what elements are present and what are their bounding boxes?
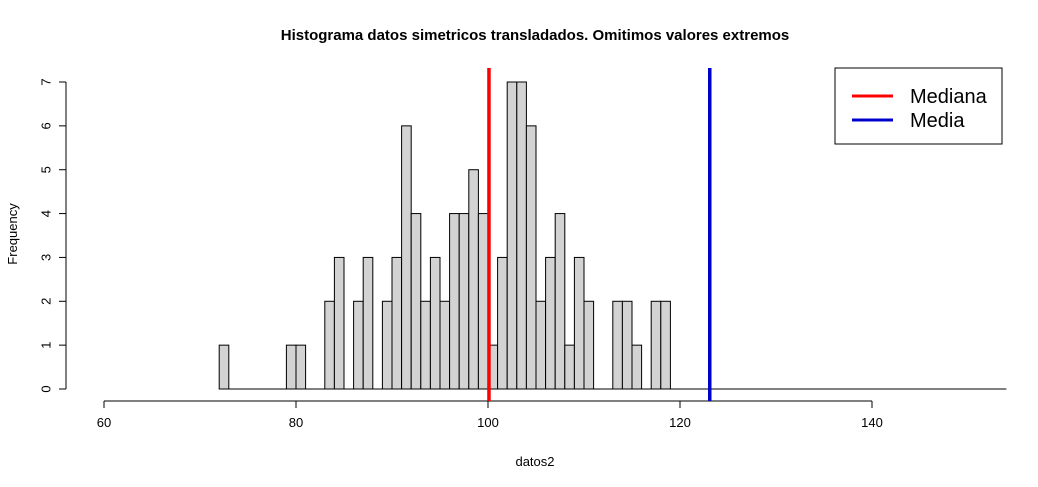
- x-axis: 60 80 100 120 140: [97, 400, 883, 430]
- histogram-bar-79: [285, 344, 297, 390]
- legend-label-mediana: Mediana: [910, 86, 988, 108]
- histogram-bar-93: [420, 300, 431, 390]
- bars-group: [218, 81, 1007, 390]
- histogram-bar-86: [353, 300, 364, 390]
- reference-lines: [487, 68, 712, 401]
- histogram-bar-91: [401, 125, 412, 390]
- legend-box: [834, 67, 1003, 145]
- histogram-bar-96: [449, 213, 460, 390]
- histogram-bar-113: [612, 300, 623, 390]
- y-tick-label-7: 7: [39, 78, 54, 85]
- y-tick-label-2: 2: [39, 298, 54, 305]
- histogram-bar-109: [573, 256, 585, 390]
- histogram-bar-89: [381, 300, 393, 390]
- y-tick-label-0: 0: [39, 385, 54, 392]
- histogram-bar-118: [660, 300, 671, 390]
- histogram-bar-83: [324, 300, 335, 390]
- y-tick-label-5: 5: [39, 166, 54, 173]
- histogram-bar-115: [631, 344, 643, 390]
- histogram-bar-107: [554, 213, 566, 390]
- x-tick-label-140: 140: [861, 415, 883, 430]
- histogram-bar-104: [525, 125, 537, 390]
- histogram-bar-110: [583, 300, 595, 390]
- legend: Mediana Media: [834, 67, 1003, 145]
- histogram-bar-105: [535, 300, 547, 390]
- histogram-bar-94: [429, 256, 441, 390]
- histogram-bar-90: [391, 256, 403, 390]
- x-tick-label-80: 80: [289, 415, 303, 430]
- histogram-bar-95: [439, 300, 451, 390]
- y-tick-label-6: 6: [39, 122, 54, 129]
- histogram-bar-80: [295, 344, 307, 390]
- histogram-bar-97: [458, 213, 470, 390]
- chart-title: Histograma datos simetricos transladados…: [281, 27, 790, 44]
- histogram-bar-103: [516, 81, 527, 390]
- histogram-bar-101: [497, 256, 508, 390]
- y-axis: 0 1 2 3 4 5 6 7: [39, 78, 67, 393]
- y-tick-label-3: 3: [39, 254, 54, 261]
- histogram-bar-106: [545, 256, 556, 390]
- histogram-bar-98: [468, 169, 479, 390]
- y-tick-label-1: 1: [39, 342, 54, 349]
- legend-label-media: Media: [910, 110, 965, 132]
- x-tick-label-100: 100: [477, 415, 499, 430]
- histogram-bar-87: [362, 256, 374, 390]
- histogram-bar-84: [333, 256, 345, 390]
- y-axis-label: Frequency: [5, 203, 20, 265]
- x-tick-label-60: 60: [97, 415, 111, 430]
- histogram-bar-92: [410, 213, 422, 390]
- x-tick-label-120: 120: [669, 415, 691, 430]
- histogram-bar-114: [621, 300, 633, 390]
- y-tick-label-4: 4: [39, 210, 54, 217]
- histogram-bar-117: [650, 300, 662, 390]
- histogram-bar-99: [477, 213, 489, 390]
- histogram-bar-108: [564, 344, 575, 390]
- histogram-bar-72: [218, 344, 230, 390]
- x-axis-label: datos2: [515, 454, 554, 469]
- histogram-bar-102: [506, 81, 518, 390]
